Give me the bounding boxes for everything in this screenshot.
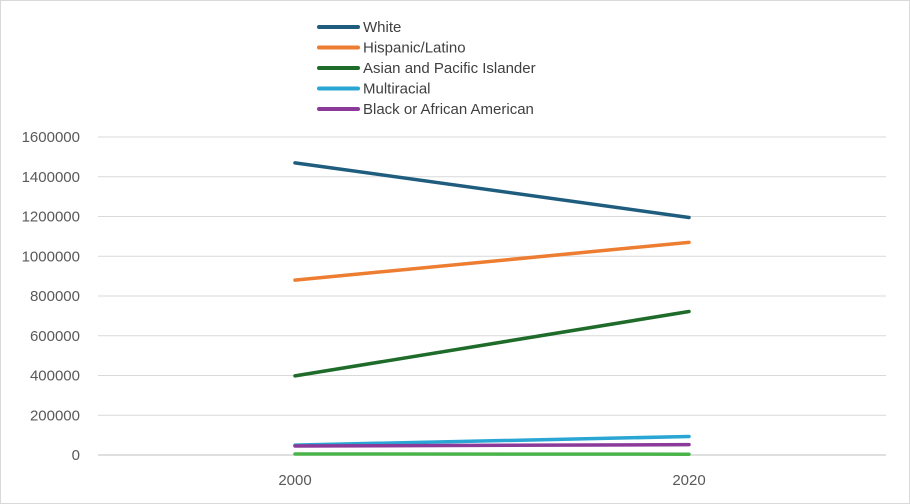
- y-axis-ticks: 0 200000 400000 600000 800000 1000000 1200000 1…: [22, 129, 80, 464]
- legend-label: Asian and Pacific Islander: [363, 60, 536, 77]
- x-axis-ticks: 2000 2020: [278, 472, 705, 489]
- y-tick-label: 400000: [30, 368, 80, 385]
- legend-label: White: [363, 19, 401, 36]
- series-line: [293, 434, 691, 447]
- y-tick-label: 200000: [30, 407, 80, 424]
- legend-label: Hispanic/Latino: [363, 40, 466, 57]
- y-tick-label: 600000: [30, 328, 80, 345]
- legend: White Hispanic/Latino Asian and Pacific Is…: [317, 19, 536, 118]
- series-line: [293, 240, 691, 282]
- y-tick-label: 1200000: [22, 209, 80, 226]
- y-tick-label: 1600000: [22, 129, 80, 146]
- y-tick-label: 1000000: [22, 248, 80, 265]
- x-tick-label: 2020: [672, 472, 705, 489]
- legend-label: Black or African American: [363, 101, 534, 118]
- y-tick-label: 800000: [30, 288, 80, 305]
- x-tick-label: 2000: [278, 472, 311, 489]
- legend-label: Multiracial: [363, 81, 431, 98]
- gridlines: [98, 136, 886, 456]
- series-line: [293, 309, 691, 378]
- y-tick-label: 0: [72, 447, 80, 464]
- y-tick-label: 1400000: [22, 169, 80, 186]
- series-lines: [293, 161, 691, 456]
- series-line: [293, 161, 691, 220]
- series-line: [293, 442, 691, 448]
